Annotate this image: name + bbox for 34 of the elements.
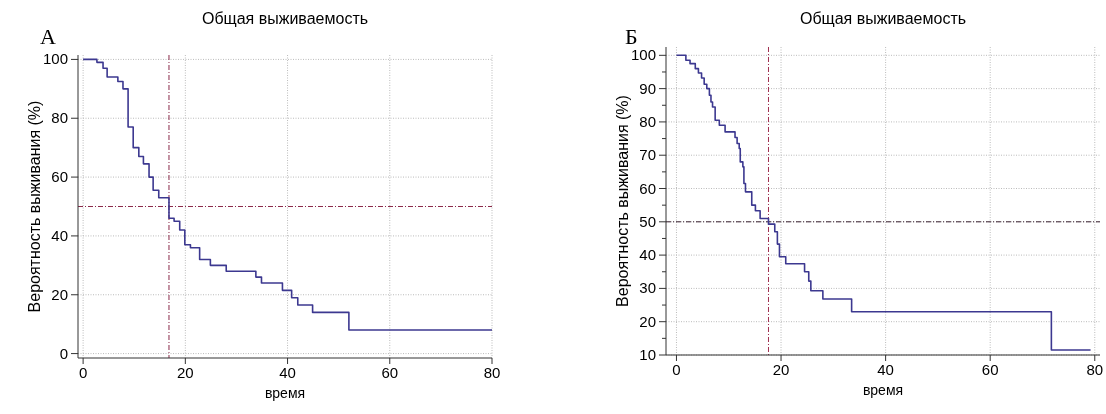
y-tick-label: 10 <box>639 346 656 363</box>
y-axis-title: Вероятность выживания (%) <box>614 95 631 307</box>
y-axis-title: Вероятность выживания (%) <box>26 100 43 313</box>
x-tick-label: 0 <box>78 364 88 381</box>
chart-title: Общая выживаемость <box>799 10 967 27</box>
y-tick-label: 0 <box>59 344 68 362</box>
x-axis-title: время <box>264 385 306 401</box>
y-tick-label: 80 <box>51 109 68 127</box>
y-tick-label: 20 <box>639 312 656 330</box>
y-tick-label: 70 <box>639 146 656 164</box>
x-tick-label: 40 <box>877 361 894 378</box>
x-tick-label: 40 <box>279 364 296 381</box>
x-tick-label: 0 <box>672 361 681 378</box>
x-tick-label: 20 <box>772 361 790 378</box>
x-tick-label: 60 <box>981 361 999 378</box>
text: А <box>40 24 56 49</box>
y-tick-label: 100 <box>630 46 656 64</box>
y-tick-label: 40 <box>51 226 68 244</box>
x-tick-label: 60 <box>381 364 399 381</box>
x-tick-label: 20 <box>176 364 194 381</box>
x-tick-label: 80 <box>483 364 501 381</box>
x-tick-label: 80 <box>1086 361 1104 378</box>
y-tick-label: 60 <box>639 179 656 197</box>
y-tick-label: 90 <box>639 79 656 97</box>
y-tick-label: 80 <box>639 112 656 130</box>
text: Б <box>625 24 638 49</box>
y-tick-label: 100 <box>42 50 68 68</box>
y-tick-label: 30 <box>639 279 656 297</box>
chart-title: Общая выживаемость <box>201 10 369 27</box>
y-tick-label: 20 <box>51 285 68 303</box>
y-tick-label: 60 <box>51 168 68 186</box>
x-axis-title: время <box>862 382 904 398</box>
y-tick-label: 50 <box>639 212 656 230</box>
y-tick-label: 40 <box>639 246 656 264</box>
